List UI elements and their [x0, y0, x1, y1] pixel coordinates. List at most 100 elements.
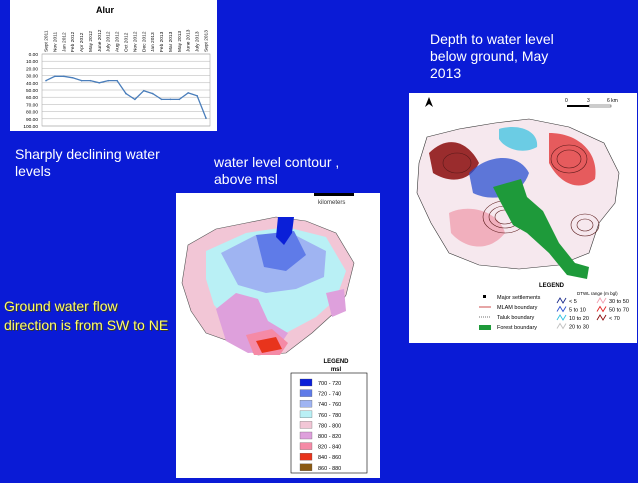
series-point: [196, 94, 198, 97]
y-tick-label: 40.00: [26, 81, 38, 87]
dtwl-label: 20 to 30: [569, 325, 589, 331]
dtwl-label: 30 to 50: [609, 299, 629, 305]
y-tick-label: 100.00: [23, 124, 38, 130]
series-point: [80, 79, 83, 82]
x-tick-label: Nov 2011: [52, 31, 58, 52]
x-tick-label: Jan 2013: [150, 32, 156, 52]
zone-mid-north: [499, 127, 538, 151]
legend-label: Major settlements: [497, 295, 541, 301]
x-tick-label: May 2013: [177, 31, 183, 52]
depth-map-canvas: 0 3 6 km LEGEND DTWL range (m bgl) Major…: [416, 97, 629, 331]
legend-label: 720 - 740: [318, 392, 341, 398]
y-tick-label: 60.00: [26, 95, 38, 101]
series-point: [178, 98, 181, 101]
x-tick-label: Feb 2013: [159, 31, 165, 52]
legend-swatch: [299, 453, 313, 461]
contour-map-canvas: kilometers LEGEND msl 700 - 720 720 - 740…: [181, 193, 368, 474]
series-point: [71, 76, 74, 79]
series-point: [169, 98, 172, 101]
x-tick-label: Apr 2012: [79, 32, 85, 52]
y-tick-label: 0.00: [29, 52, 39, 58]
series-point: [134, 98, 136, 101]
legend-label: 780 - 800: [318, 423, 341, 429]
contour-legend-title: LEGEND: [323, 359, 349, 365]
dtwl-swatch: [596, 305, 607, 313]
legend-label: 760 - 780: [318, 413, 341, 419]
y-tick-label: 10.00: [26, 59, 38, 65]
contour-legend-items: 700 - 720 720 - 740 740 - 760 760 - 780 780 …: [299, 378, 341, 472]
depth-map: 0 3 6 km LEGEND DTWL range (m bgl) Major…: [409, 93, 637, 343]
legend-swatch: [299, 431, 313, 440]
x-tick-label: Jan 2012: [61, 32, 67, 52]
water-level-chart: Alur 0.00 10.00 20.00 30.00 40.00 50.00 60.00 70…: [10, 0, 217, 131]
dtwl-swatch: [596, 297, 607, 304]
legend-swatch: [299, 410, 313, 418]
zone-south-west: [449, 208, 505, 247]
dtwl-swatch: [556, 305, 567, 313]
x-tick-label: June 2013: [186, 29, 192, 52]
dtwl-swatch: [556, 314, 567, 321]
y-tick-label: 70.00: [26, 102, 38, 108]
x-tick-label: Feb 2012: [70, 31, 76, 52]
series-point: [151, 92, 154, 95]
dtwl-swatch: [556, 322, 567, 330]
zone-700-720: [276, 217, 294, 245]
scale-label: kilometers: [318, 200, 345, 206]
x-tick-label: June 2012: [97, 29, 103, 52]
depth-legend-right: < 5 30 to 50 5 to 10 50 to 70 10 to 20 < 70 20…: [556, 297, 629, 331]
legend-swatch: [299, 389, 313, 397]
y-tick-label: 30.00: [26, 74, 38, 80]
legend-label: 860 - 880: [318, 466, 341, 472]
zone-800-820-east: [326, 289, 346, 317]
x-tick-label: July 2013: [195, 31, 201, 52]
contour-legend-unit: msl: [331, 367, 342, 373]
x-tick-label: July 2012: [106, 31, 112, 52]
series-point: [62, 75, 65, 78]
depth-scale-0: 0: [565, 98, 568, 104]
series-point: [45, 79, 47, 82]
dtwl-label: < 5: [569, 299, 577, 305]
y-tick-label: 80.00: [26, 110, 38, 116]
depth-scale-bar-b: [588, 104, 612, 108]
dtwl-label: 50 to 70: [609, 308, 629, 314]
dtwl-swatch: [556, 297, 567, 304]
zone-840-860: [256, 337, 282, 353]
series-point: [205, 117, 207, 119]
caption-depth: Depth to water level below ground, May 2…: [430, 31, 554, 81]
legend-label: 840 - 860: [318, 455, 341, 461]
legend-swatch: [299, 400, 313, 408]
y-tick-label: 20.00: [26, 66, 38, 72]
caption-flow-direction: Ground water flow direction is from SW t…: [4, 298, 169, 333]
series-point: [187, 92, 190, 94]
zone-720-740: [256, 231, 306, 271]
series-point: [142, 89, 145, 92]
legend-label: Taluk boundary: [497, 315, 535, 321]
series-point: [54, 75, 56, 78]
chart-title: Alur: [96, 5, 114, 15]
y-tick-label: 90.00: [26, 117, 38, 123]
x-tick-label: Dec 2012: [141, 31, 147, 52]
series-point: [116, 79, 118, 82]
x-tick-label: Nov 2012: [132, 31, 138, 52]
depth-legend-title: LEGEND: [539, 283, 565, 289]
depth-legend-left: Major settlements MLAM boundary Taluk boun…: [479, 295, 541, 331]
depth-scale-3: 3: [587, 98, 590, 104]
x-tick-label: Aug 2012: [115, 31, 121, 52]
legend-swatch: [299, 463, 313, 471]
legend-swatch: [299, 421, 313, 429]
x-tick-label: Mar 2013: [168, 31, 174, 52]
legend-marker: [479, 325, 491, 330]
series-point: [98, 82, 101, 84]
dtwl-label: 5 to 10: [569, 308, 586, 314]
legend-marker: [483, 295, 486, 298]
legend-label: MLAM boundary: [497, 305, 538, 311]
forest-area: [493, 179, 589, 279]
legend-label: 800 - 820: [318, 434, 341, 440]
caption-declining: Sharply declining water levels: [15, 146, 160, 179]
zone-deep-east: [549, 133, 596, 186]
series-point: [125, 92, 127, 95]
caption-contour: water level contour , above msl: [214, 154, 340, 187]
contour-map: kilometers LEGEND msl 700 - 720 720 - 740…: [176, 193, 380, 478]
legend-label: 740 - 760: [318, 402, 341, 408]
